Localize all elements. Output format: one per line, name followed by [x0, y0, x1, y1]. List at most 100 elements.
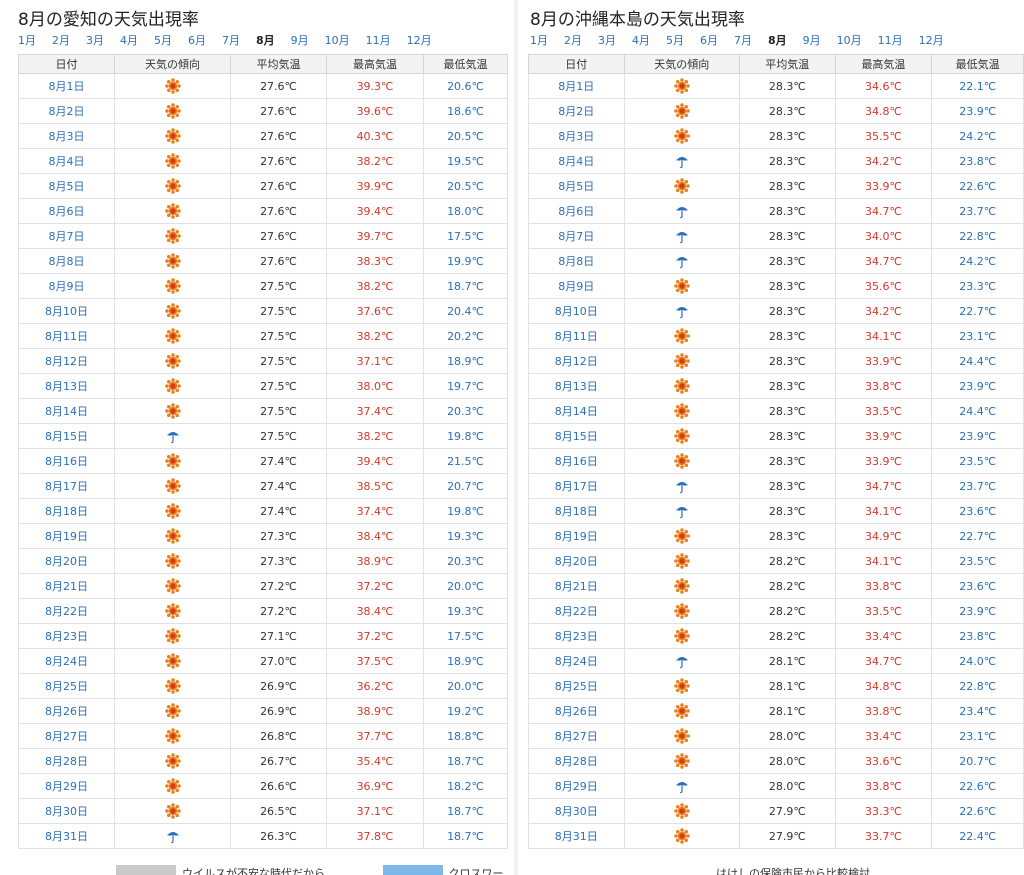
date-cell[interactable]: 8月23日 [528, 623, 625, 649]
month-tab[interactable]: 2月 [564, 34, 582, 47]
date-cell[interactable]: 8月31日 [18, 823, 115, 849]
date-cell[interactable]: 8月16日 [528, 448, 625, 474]
date-cell[interactable]: 8月9日 [528, 273, 625, 299]
date-cell[interactable]: 8月27日 [528, 723, 625, 749]
date-cell[interactable]: 8月12日 [18, 348, 115, 374]
month-tab[interactable]: 9月 [802, 34, 821, 47]
date-cell[interactable]: 8月21日 [528, 573, 625, 599]
date-cell[interactable]: 8月10日 [528, 298, 625, 324]
sun-icon [115, 253, 230, 269]
date-cell[interactable]: 8月25日 [528, 673, 625, 699]
date-cell[interactable]: 8月11日 [528, 323, 625, 349]
month-tab[interactable]: 12月 [918, 34, 944, 47]
month-tab[interactable]: 11月 [365, 34, 391, 47]
ad-text[interactable]: はけしの保険市民から比較検討 [716, 867, 870, 875]
ad-text[interactable]: クロスワー [448, 867, 504, 875]
date-cell[interactable]: 8月17日 [18, 473, 115, 499]
date-cell[interactable]: 8月20日 [528, 548, 625, 574]
date-cell[interactable]: 8月5日 [18, 173, 115, 199]
month-tab[interactable]: 11月 [877, 34, 903, 47]
date-cell[interactable]: 8月19日 [528, 523, 625, 549]
date-cell[interactable]: 8月2日 [18, 98, 115, 124]
month-tab[interactable]: 12月 [406, 34, 432, 47]
date-cell[interactable]: 8月18日 [528, 498, 625, 524]
date-cell[interactable]: 8月2日 [528, 98, 625, 124]
month-tab[interactable]: 7月 [222, 34, 240, 47]
date-cell[interactable]: 8月11日 [18, 323, 115, 349]
ad-strip[interactable]: ウイルスが不安な時代だから クロスワー [116, 865, 504, 875]
date-cell[interactable]: 8月13日 [18, 373, 115, 399]
date-cell[interactable]: 8月17日 [528, 473, 625, 499]
month-tab[interactable]: 8月 [256, 34, 275, 47]
date-cell[interactable]: 8月22日 [18, 598, 115, 624]
date-cell[interactable]: 8月6日 [18, 198, 115, 224]
date-cell[interactable]: 8月29日 [18, 773, 115, 799]
date-cell[interactable]: 8月21日 [18, 573, 115, 599]
sun-icon [115, 103, 230, 119]
date-cell[interactable]: 8月27日 [18, 723, 115, 749]
date-cell[interactable]: 8月30日 [18, 798, 115, 824]
date-cell[interactable]: 8月14日 [18, 398, 115, 424]
date-cell[interactable]: 8月10日 [18, 298, 115, 324]
date-cell[interactable]: 8月28日 [528, 748, 625, 774]
date-cell[interactable]: 8月3日 [528, 123, 625, 149]
date-cell[interactable]: 8月30日 [528, 798, 625, 824]
month-tab[interactable]: 10月 [324, 34, 350, 47]
date-cell[interactable]: 8月25日 [18, 673, 115, 699]
date-cell[interactable]: 8月28日 [18, 748, 115, 774]
month-tab[interactable]: 4月 [120, 34, 138, 47]
low-temp-cell: 19.3℃ [423, 523, 508, 549]
month-tab[interactable]: 8月 [768, 34, 787, 47]
month-tab[interactable]: 1月 [530, 34, 548, 47]
date-cell[interactable]: 8月31日 [528, 823, 625, 849]
month-tab[interactable]: 10月 [836, 34, 862, 47]
date-cell[interactable]: 8月1日 [18, 73, 115, 99]
date-cell[interactable]: 8月13日 [528, 373, 625, 399]
date-cell[interactable]: 8月4日 [18, 148, 115, 174]
date-cell[interactable]: 8月9日 [18, 273, 115, 299]
ad-strip[interactable]: はけしの保険市民から比較検討 [716, 865, 870, 875]
month-tab[interactable]: 5月 [154, 34, 172, 47]
month-tab[interactable]: 6月 [188, 34, 206, 47]
date-cell[interactable]: 8月14日 [528, 398, 625, 424]
ad-thumbnail[interactable] [382, 865, 443, 875]
date-cell[interactable]: 8月23日 [18, 623, 115, 649]
date-cell[interactable]: 8月1日 [528, 73, 625, 99]
date-cell[interactable]: 8月20日 [18, 548, 115, 574]
date-cell[interactable]: 8月22日 [528, 598, 625, 624]
date-cell[interactable]: 8月26日 [18, 698, 115, 724]
month-tab[interactable]: 1月 [18, 34, 36, 47]
date-cell[interactable]: 8月19日 [18, 523, 115, 549]
date-cell[interactable]: 8月15日 [528, 423, 625, 449]
month-tab[interactable]: 9月 [290, 34, 309, 47]
date-cell[interactable]: 8月15日 [18, 423, 115, 449]
date-cell[interactable]: 8月12日 [528, 348, 625, 374]
date-cell[interactable]: 8月18日 [18, 498, 115, 524]
date-cell[interactable]: 8月5日 [528, 173, 625, 199]
date-cell[interactable]: 8月6日 [528, 198, 625, 224]
date-cell[interactable]: 8月8日 [528, 248, 625, 274]
date-cell[interactable]: 8月3日 [18, 123, 115, 149]
date-cell[interactable]: 8月4日 [528, 148, 625, 174]
month-tab[interactable]: 7月 [734, 34, 752, 47]
month-tab[interactable]: 6月 [700, 34, 718, 47]
weather-cell [623, 298, 740, 324]
sun-icon [115, 578, 230, 594]
date-cell[interactable]: 8月26日 [528, 698, 625, 724]
month-tab[interactable]: 3月 [86, 34, 104, 47]
date-cell[interactable]: 8月7日 [528, 223, 625, 249]
high-temp-cell: 37.1℃ [326, 348, 424, 374]
date-cell[interactable]: 8月16日 [18, 448, 115, 474]
date-cell[interactable]: 8月8日 [18, 248, 115, 274]
month-tab[interactable]: 4月 [632, 34, 650, 47]
month-tab[interactable]: 5月 [666, 34, 684, 47]
month-tab[interactable]: 3月 [598, 34, 616, 47]
date-cell[interactable]: 8月24日 [528, 648, 625, 674]
ad-text[interactable]: ウイルスが不安な時代だから [182, 867, 325, 875]
month-tab[interactable]: 2月 [52, 34, 70, 47]
ad-thumbnail[interactable] [116, 865, 176, 875]
table-row: 8月27日 26.8℃ 37.7℃ 18.8℃ [18, 723, 508, 749]
date-cell[interactable]: 8月24日 [18, 648, 115, 674]
date-cell[interactable]: 8月7日 [18, 223, 115, 249]
date-cell[interactable]: 8月29日 [528, 773, 625, 799]
